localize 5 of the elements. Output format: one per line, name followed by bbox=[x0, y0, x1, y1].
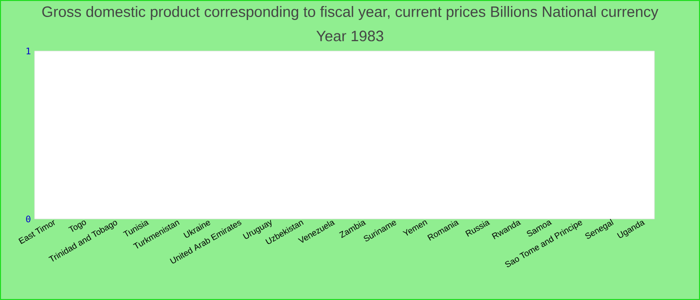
y-tick-label: 1 bbox=[26, 48, 30, 54]
chart-title: Gross domestic product corresponding to fiscal year, current prices Billions National currency bbox=[42, 6, 658, 20]
chart-subtitle: Year 1983 bbox=[316, 30, 384, 42]
y-tick-label: 0 bbox=[26, 216, 30, 222]
x-tick-label: Togo bbox=[68, 220, 86, 232]
